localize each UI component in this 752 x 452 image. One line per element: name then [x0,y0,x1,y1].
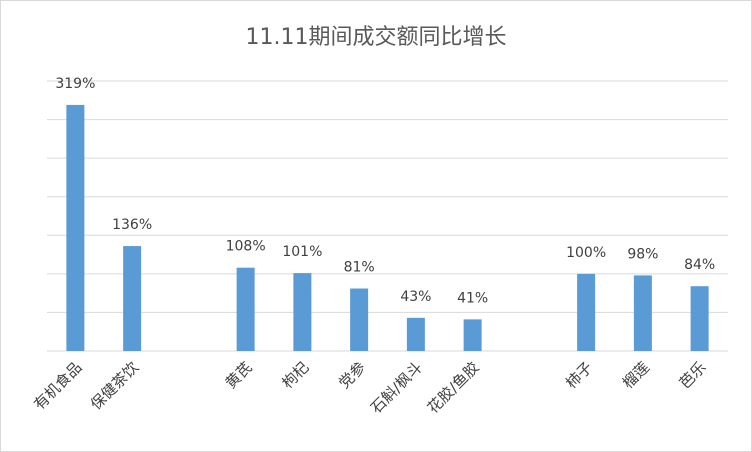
data-label: 319% [55,76,95,92]
bar [123,246,142,351]
data-label: 101% [282,244,322,260]
data-label: 81% [344,260,375,276]
data-label: 84% [684,257,715,273]
bar [293,273,312,351]
bar [633,275,652,351]
data-label: 108% [226,239,266,255]
bar [236,267,255,351]
data-label: 136% [112,217,152,233]
bar [406,317,425,351]
data-label: 100% [566,245,606,261]
data-label: 41% [457,290,488,306]
bar [577,273,596,351]
bar [66,104,85,352]
chart-title: 11.11期间成交额同比增长 [246,25,507,50]
bar [463,319,482,351]
bar [350,288,369,351]
bar [690,286,709,351]
data-label: 98% [627,246,658,262]
data-label: 43% [400,289,431,305]
